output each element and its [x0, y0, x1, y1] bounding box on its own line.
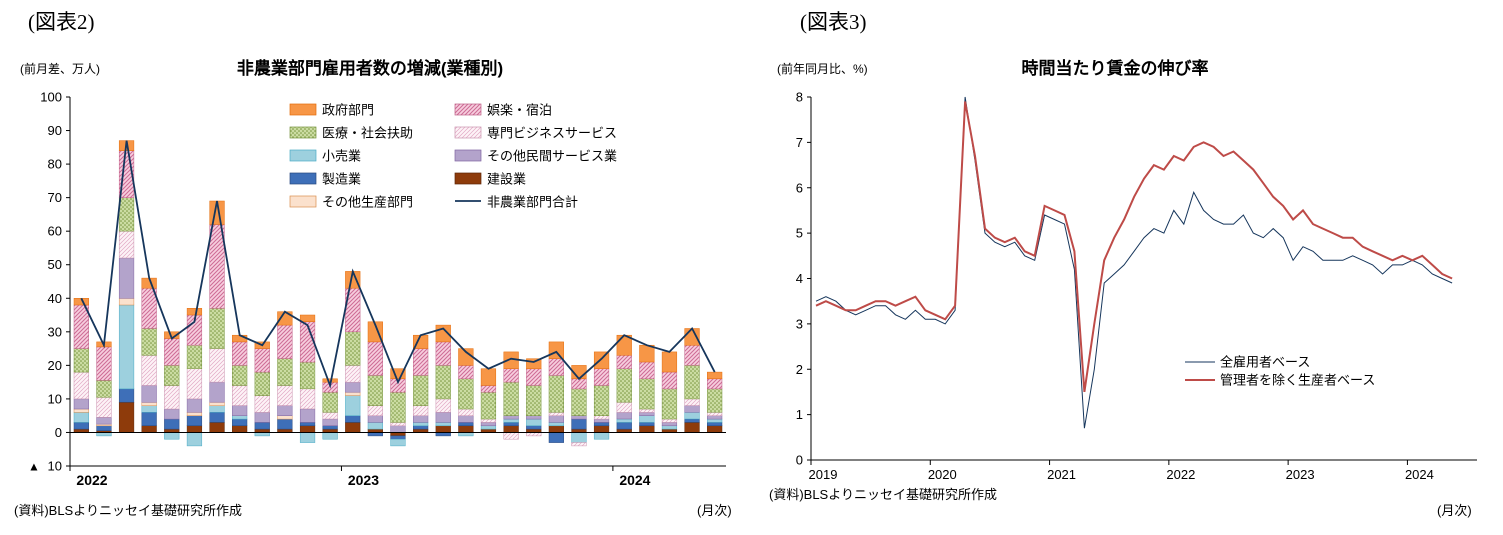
svg-text:70: 70: [48, 190, 62, 205]
svg-text:20: 20: [48, 358, 62, 373]
svg-text:非農業部門合計: 非農業部門合計: [487, 195, 578, 210]
figure2-panel: (図表2) (前月差、万人) 非農業部門雇用者数の増減(業種別) 100 90 80…: [14, 10, 732, 518]
svg-text:小売業: 小売業: [322, 149, 361, 164]
svg-text:政府部門: 政府部門: [322, 103, 374, 118]
figure2-title: 非農業部門雇用者数の増減(業種別): [236, 59, 504, 78]
svg-text:8: 8: [796, 90, 803, 105]
svg-text:全雇用者ベース: 全雇用者ベース: [1220, 355, 1310, 370]
figure3-panel: (図表3) (前年同月比、%) 時間当たり賃金の伸び率 8 7 6 5 4 3 2 1 0 201…: [755, 0, 1503, 535]
svg-text:2023: 2023: [1286, 467, 1315, 482]
svg-text:建設業: 建設業: [487, 172, 526, 187]
svg-text:管理者を除く生産者ベース: 管理者を除く生産者ベース: [1220, 373, 1375, 388]
svg-text:医療・社会扶助: 医療・社会扶助: [322, 126, 413, 141]
svg-text:80: 80: [48, 157, 62, 172]
figure3-unit-label: (前年同月比、%): [777, 62, 868, 76]
svg-text:その他民間サービス業: その他民間サービス業: [487, 149, 617, 164]
svg-text:2024: 2024: [619, 472, 650, 488]
svg-text:2020: 2020: [928, 467, 957, 482]
figure2-source: (資料)BLSよりニッセイ基礎研究所作成: [14, 503, 242, 518]
svg-text:6: 6: [796, 180, 803, 195]
figure3-chart-svg: 8 7 6 5 4 3 2 1 0 2019 2020 2021 2022 2023 2024 全雇用者ベース…: [796, 90, 1477, 482]
svg-text:2023: 2023: [348, 472, 379, 488]
figure3-label: (図表3): [800, 10, 867, 34]
svg-text:10: 10: [48, 459, 62, 474]
figure2-frequency-label: (月次): [697, 503, 732, 518]
svg-text:2024: 2024: [1405, 467, 1434, 482]
svg-text:7: 7: [796, 135, 803, 150]
svg-text:40: 40: [48, 291, 62, 306]
svg-text:30: 30: [48, 324, 62, 339]
svg-text:5: 5: [796, 226, 803, 241]
figure2-label: (図表2): [28, 10, 95, 34]
figure3-title: 時間当たり賃金の伸び率: [1021, 59, 1209, 78]
svg-text:4: 4: [796, 271, 803, 286]
svg-text:その他生産部門: その他生産部門: [322, 195, 413, 210]
svg-text:3: 3: [796, 316, 803, 331]
svg-text:1: 1: [796, 407, 803, 422]
figure2-unit-label: (前月差、万人): [20, 62, 100, 76]
figure3-frequency-label: (月次): [1437, 503, 1472, 518]
svg-text:0: 0: [55, 425, 62, 440]
svg-text:▲: ▲: [28, 460, 40, 474]
svg-text:2021: 2021: [1047, 467, 1076, 482]
svg-text:専門ビジネスサービス: 専門ビジネスサービス: [487, 126, 617, 141]
svg-text:製造業: 製造業: [322, 172, 361, 187]
svg-text:10: 10: [48, 391, 62, 406]
svg-text:2022: 2022: [1166, 467, 1195, 482]
svg-text:100: 100: [40, 90, 62, 105]
svg-text:2019: 2019: [809, 467, 838, 482]
svg-text:50: 50: [48, 257, 62, 272]
svg-text:90: 90: [48, 123, 62, 138]
svg-text:娯楽・宿泊: 娯楽・宿泊: [487, 103, 552, 118]
figure3-source: (資料)BLSよりニッセイ基礎研究所作成: [769, 487, 997, 502]
svg-text:0: 0: [796, 453, 803, 468]
svg-text:60: 60: [48, 224, 62, 239]
svg-text:2022: 2022: [76, 472, 107, 488]
svg-text:2: 2: [796, 362, 803, 377]
